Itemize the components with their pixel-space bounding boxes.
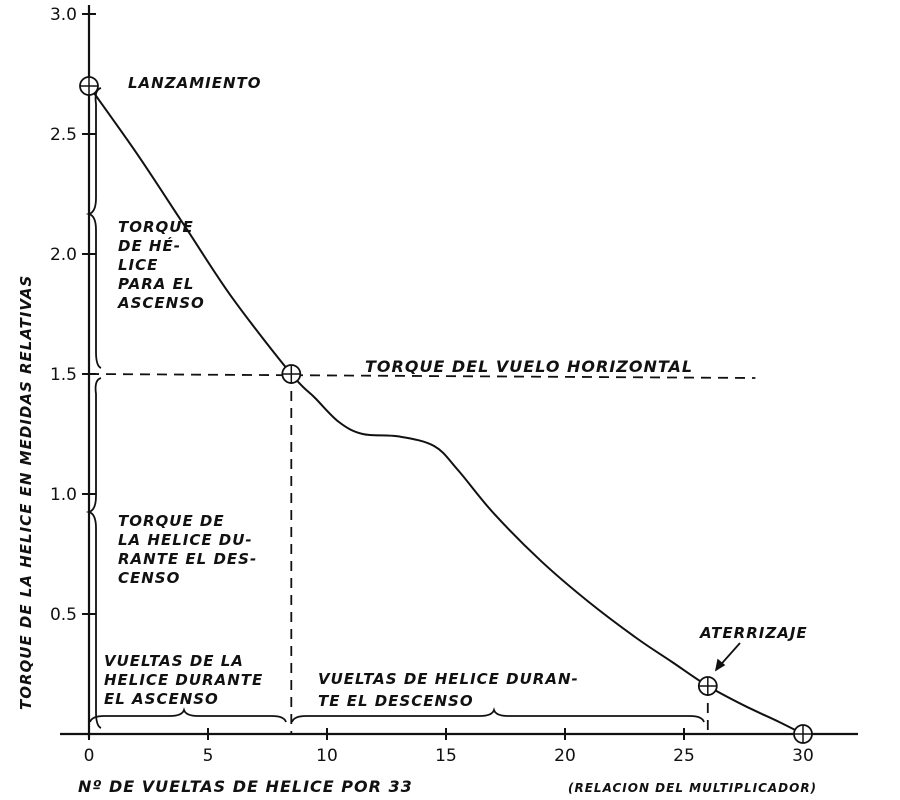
brace-vueltas-descenso (291, 707, 705, 723)
curve-markers (79, 76, 813, 744)
y-tick-label: 1.0 (50, 485, 77, 505)
horizontal-flight-torque-line (88, 373, 756, 379)
torque-ascenso-line-4: PARA EL (118, 275, 194, 293)
torque-ascenso-line-3: LICE (118, 256, 158, 274)
vueltas-ascenso-line-1: VUELTAS DE LA (104, 652, 244, 670)
vueltas-descenso-line-2: TE EL DESCENSO (318, 692, 474, 710)
x-tick-label: 10 (316, 746, 338, 766)
curve-marker (281, 364, 302, 384)
brace-torque-ascenso (85, 87, 102, 369)
x-tick-label: 5 (203, 746, 214, 766)
x-axis-title: Nº DE VUELTAS DE HELICE POR 33 (78, 777, 413, 796)
y-tick-label: 1.5 (50, 365, 77, 385)
y-tick-label: 3.0 (50, 5, 77, 25)
label-vueltas-ascenso: VUELTAS DE LA HELICE DURANTE EL ASCENSO (104, 652, 263, 708)
torque-descenso-line-3: RANTE EL DES- (118, 550, 257, 568)
torque-ascenso-line-1: TORQUE (118, 218, 194, 236)
torque-descenso-line-4: CENSO (118, 569, 180, 587)
vueltas-descenso-line-1: VUELTAS DE HELICE DURAN- (318, 670, 579, 688)
torque-curve (88, 85, 804, 735)
torque-ascenso-line-2: DE HÉ- (118, 236, 181, 255)
curve-marker (79, 76, 99, 96)
curve-marker (793, 724, 813, 744)
x-tick-label: 30 (792, 746, 814, 766)
x-ticks: 0 5 10 15 20 25 30 (84, 728, 814, 766)
x-tick-label: 0 (84, 746, 95, 766)
x-axis-note: (RELACION DEL MULTIPLICADOR) (568, 781, 817, 795)
x-tick-label: 20 (554, 746, 576, 766)
label-aterrizaje: ATERRIZAJE (699, 624, 808, 642)
label-lanzamiento: LANZAMIENTO (128, 74, 262, 92)
y-ticks: 0.5 1.0 1.5 2.0 2.5 3.0 (50, 5, 96, 625)
x-tick-label: 15 (435, 746, 457, 766)
y-tick-label: 2.0 (50, 245, 77, 265)
brace-torque-descenso (85, 377, 102, 729)
vueltas-ascenso-line-3: EL ASCENSO (104, 690, 219, 708)
vueltas-ascenso-line-2: HELICE DURANTE (104, 671, 263, 689)
torque-ascenso-line-5: ASCENSO (117, 294, 205, 312)
y-axis-title: TORQUE DE LA HELICE EN MEDIDAS RELATIVAS (17, 275, 35, 710)
torque-descenso-line-2: LA HELICE DU- (118, 531, 253, 549)
label-torque-descenso: TORQUE DE LA HELICE DU- RANTE EL DES- CE… (118, 512, 257, 587)
label-torque-horizontal: TORQUE DEL VUELO HORIZONTAL (365, 357, 693, 376)
x-tick-label: 25 (673, 746, 695, 766)
torque-descenso-line-1: TORQUE DE (118, 512, 225, 530)
label-vueltas-descenso: VUELTAS DE HELICE DURAN- TE EL DESCENSO (318, 670, 579, 710)
y-tick-label: 2.5 (50, 125, 77, 145)
brace-vueltas-ascenso (89, 707, 287, 723)
y-tick-label: 0.5 (50, 605, 77, 625)
label-torque-ascenso: TORQUE DE HÉ- LICE PARA EL ASCENSO (117, 218, 205, 312)
annotation-braces (85, 87, 741, 729)
curve-marker (697, 676, 718, 696)
aterrizaje-arrowhead (714, 658, 726, 672)
